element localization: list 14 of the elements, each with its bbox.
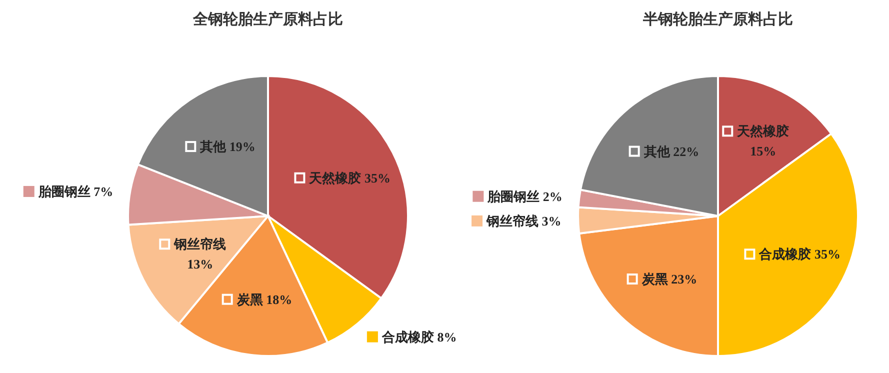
chart-title: 全钢轮胎生产原料占比 (192, 11, 343, 28)
legend-label: 钢丝帘线 3% (486, 213, 562, 228)
slice-label: 天然橡胶 (736, 124, 790, 139)
slice-label: 炭黑 23% (640, 272, 698, 287)
data-label: 15% (750, 144, 776, 159)
legend-label: 胎圈钢丝 2% (486, 188, 562, 204)
legend-label: 胎圈钢丝 7% (37, 184, 114, 199)
chart-title: 半钢轮胎生产原料占比 (642, 11, 793, 28)
slice-label: 其他 22% (642, 144, 700, 159)
slice-label: 炭黑 18% (236, 292, 292, 307)
slice-label: 钢丝帘线 (173, 236, 226, 252)
data-label: 13% (187, 256, 214, 272)
slice-label: 其他 19% (199, 139, 256, 154)
legend-label: 合成橡胶 8% (380, 329, 457, 344)
